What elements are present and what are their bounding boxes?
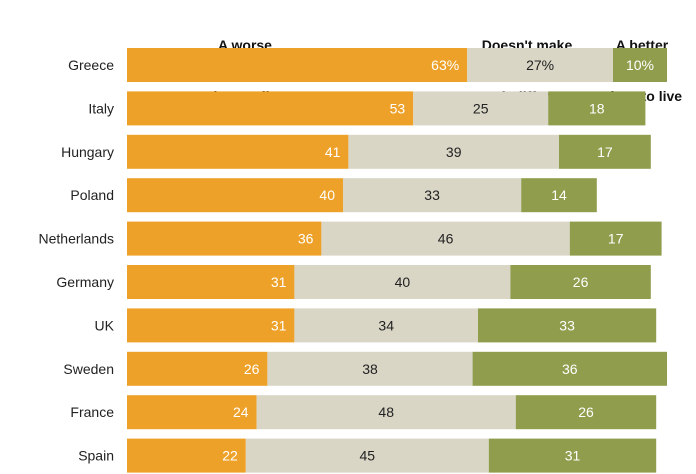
bar-poland-no-difference bbox=[343, 178, 522, 213]
value-label-netherlands-better: 17 bbox=[608, 231, 624, 247]
category-label-italy: Italy bbox=[88, 100, 114, 116]
value-label-uk-no-difference: 34 bbox=[378, 317, 394, 333]
bar-france-better bbox=[515, 395, 657, 430]
bar-uk-no-difference bbox=[294, 308, 478, 343]
value-label-greece-worse: 63% bbox=[431, 57, 459, 73]
value-label-hungary-no-difference: 39 bbox=[446, 144, 462, 160]
value-label-germany-no-difference: 40 bbox=[395, 274, 411, 290]
value-label-france-better: 26 bbox=[578, 404, 594, 420]
value-label-spain-better: 31 bbox=[565, 448, 581, 464]
value-label-netherlands-worse: 36 bbox=[298, 231, 314, 247]
category-label-uk: UK bbox=[95, 317, 115, 333]
bar-poland-better bbox=[521, 178, 597, 213]
value-label-spain-worse: 22 bbox=[222, 448, 238, 464]
value-label-poland-better: 14 bbox=[551, 187, 567, 203]
category-label-france: France bbox=[70, 404, 114, 420]
bar-spain-worse bbox=[127, 438, 246, 473]
value-label-italy-no-difference: 25 bbox=[473, 100, 489, 116]
bar-italy-no-difference bbox=[413, 91, 549, 126]
bar-germany-no-difference bbox=[294, 265, 511, 299]
value-label-italy-better: 18 bbox=[589, 100, 605, 116]
bar-greece-better bbox=[613, 48, 667, 82]
bar-netherlands-no-difference bbox=[321, 221, 570, 256]
bar-uk-worse bbox=[127, 308, 295, 343]
value-label-uk-better: 33 bbox=[559, 317, 575, 333]
bar-uk-better bbox=[478, 308, 657, 343]
bar-germany-worse bbox=[127, 265, 295, 299]
value-label-spain-no-difference: 45 bbox=[360, 448, 376, 464]
bar-hungary-no-difference bbox=[348, 134, 559, 169]
bar-italy-worse bbox=[127, 91, 414, 126]
value-label-netherlands-no-difference: 46 bbox=[438, 231, 454, 247]
bar-france-no-difference bbox=[256, 395, 516, 430]
bar-sweden-no-difference bbox=[267, 351, 473, 386]
bar-netherlands-worse bbox=[127, 221, 322, 256]
value-label-hungary-better: 17 bbox=[597, 144, 613, 160]
value-label-poland-no-difference: 33 bbox=[424, 187, 440, 203]
bar-poland-worse bbox=[127, 178, 343, 213]
bar-hungary-better bbox=[559, 134, 651, 169]
bar-germany-better bbox=[510, 265, 651, 299]
value-label-uk-worse: 31 bbox=[271, 317, 287, 333]
bar-italy-better bbox=[548, 91, 646, 126]
value-label-greece-no-difference: 27% bbox=[526, 57, 554, 73]
value-label-germany-better: 26 bbox=[573, 274, 589, 290]
value-label-hungary-worse: 41 bbox=[325, 144, 341, 160]
value-label-italy-worse: 53 bbox=[390, 100, 406, 116]
category-label-germany: Germany bbox=[56, 274, 114, 290]
value-label-sweden-better: 36 bbox=[562, 361, 578, 377]
value-label-france-worse: 24 bbox=[233, 404, 249, 420]
category-label-netherlands: Netherlands bbox=[39, 231, 115, 247]
category-label-sweden: Sweden bbox=[63, 361, 114, 377]
bar-sweden-worse bbox=[127, 351, 268, 386]
bar-sweden-better bbox=[472, 351, 667, 386]
bar-netherlands-better bbox=[569, 221, 662, 256]
bar-spain-no-difference bbox=[245, 438, 489, 473]
bar-hungary-worse bbox=[127, 134, 349, 169]
bar-greece-worse bbox=[127, 48, 468, 82]
category-label-spain: Spain bbox=[78, 448, 114, 464]
bar-france-worse bbox=[127, 395, 257, 430]
bar-greece-no-difference bbox=[467, 48, 613, 82]
value-label-poland-worse: 40 bbox=[319, 187, 335, 203]
value-label-sweden-no-difference: 38 bbox=[362, 361, 378, 377]
category-label-greece: Greece bbox=[68, 57, 114, 73]
value-label-sweden-worse: 26 bbox=[244, 361, 260, 377]
bar-spain-better bbox=[488, 438, 657, 473]
value-label-germany-worse: 31 bbox=[271, 274, 287, 290]
value-label-greece-better: 10% bbox=[626, 57, 654, 73]
value-label-france-no-difference: 48 bbox=[378, 404, 394, 420]
category-label-hungary: Hungary bbox=[61, 144, 114, 160]
category-label-poland: Poland bbox=[70, 187, 114, 203]
